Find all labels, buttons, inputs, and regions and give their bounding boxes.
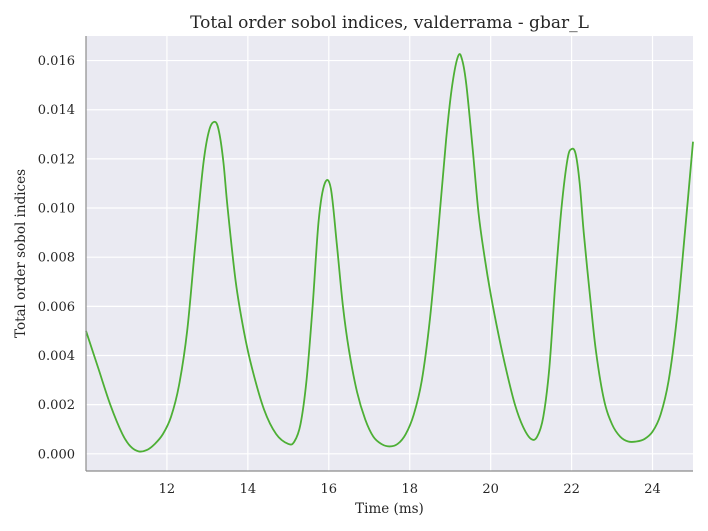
y-tick-label: 0.002 bbox=[38, 398, 75, 413]
x-tick-label: 14 bbox=[240, 482, 257, 497]
y-tick-label: 0.010 bbox=[38, 202, 75, 217]
x-tick-labels: 12 14 16 18 20 22 24 bbox=[159, 482, 661, 497]
x-tick-label: 18 bbox=[401, 482, 418, 497]
x-tick-label: 20 bbox=[482, 482, 499, 497]
y-tick-label: 0.016 bbox=[38, 54, 75, 69]
x-tick-label: 24 bbox=[644, 482, 661, 497]
y-tick-label: 0.006 bbox=[38, 300, 75, 315]
chart-title: Total order sobol indices, valderrama - … bbox=[190, 13, 589, 33]
y-tick-label: 0.000 bbox=[38, 447, 75, 462]
y-tick-label: 0.014 bbox=[38, 103, 75, 118]
x-axis-label: Time (ms) bbox=[355, 501, 424, 517]
series-layer bbox=[85, 53, 694, 453]
y-axis-label: Total order sobol indices bbox=[13, 169, 29, 338]
grid-lines bbox=[86, 36, 693, 471]
series-line bbox=[85, 53, 694, 453]
axes bbox=[85, 36, 693, 472]
plot-area bbox=[86, 36, 693, 471]
y-tick-label: 0.004 bbox=[38, 349, 75, 364]
y-tick-label: 0.012 bbox=[38, 152, 75, 167]
x-tick-label: 22 bbox=[563, 482, 580, 497]
y-tick-labels: 0.000 0.002 0.004 0.006 0.008 0.010 0.012 0.014… bbox=[38, 54, 75, 462]
y-tick-label: 0.008 bbox=[38, 251, 75, 266]
x-tick-label: 16 bbox=[321, 482, 338, 497]
x-tick-label: 12 bbox=[159, 482, 176, 497]
